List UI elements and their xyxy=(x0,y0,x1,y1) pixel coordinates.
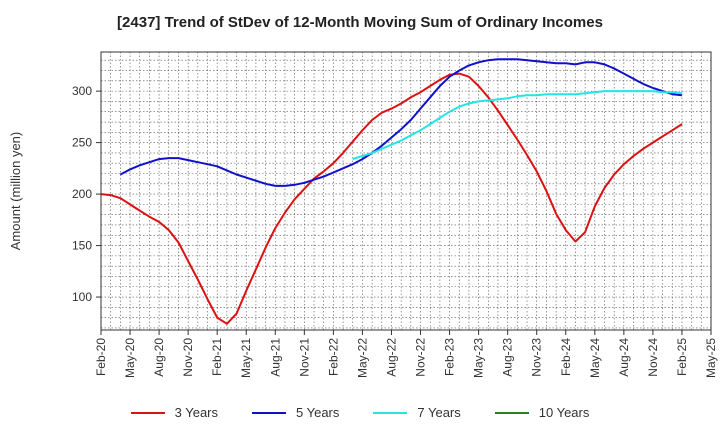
x-axis: Feb-20 May-20 Aug-20 Nov-20 Feb-21 May-21 Aug-… xyxy=(94,330,718,378)
x-tick-label: Aug-24 xyxy=(617,338,631,377)
y-axis-label: Amount (million yen) xyxy=(8,132,23,251)
x-tick-label: Feb-24 xyxy=(559,338,573,376)
x-tick-label: Feb-22 xyxy=(326,338,340,376)
legend: 3 Years 5 Years 7 Years 10 Years xyxy=(0,405,720,420)
x-tick-label: Nov-22 xyxy=(414,338,428,377)
legend-item: 10 Years xyxy=(494,405,590,420)
y-tick-label: 100 xyxy=(72,290,92,304)
y-tick-label: 300 xyxy=(72,84,92,98)
legend-label: 5 Years xyxy=(296,405,340,420)
plot-frame xyxy=(100,51,712,331)
x-tick-label: Feb-25 xyxy=(675,338,689,376)
x-tick-label: Feb-23 xyxy=(443,338,457,376)
x-tick-label: Aug-20 xyxy=(152,338,166,377)
x-tick-label: Aug-22 xyxy=(384,338,398,377)
x-tick-label: Aug-21 xyxy=(268,338,282,377)
legend-label: 10 Years xyxy=(538,405,590,420)
x-tick-label: May-20 xyxy=(123,338,137,378)
y-tick-label: 200 xyxy=(72,187,92,201)
legend-swatch xyxy=(252,411,286,414)
x-tick-label: May-23 xyxy=(472,338,486,378)
x-tick-label: May-25 xyxy=(704,338,718,378)
y-axis: 100 150 200 250 300 xyxy=(72,84,101,304)
legend-item: 3 Years xyxy=(130,405,218,420)
y-tick-label: 250 xyxy=(72,136,92,150)
legend-swatch xyxy=(494,411,529,414)
y-tick-label: 150 xyxy=(72,239,92,253)
legend-label: 3 Years xyxy=(174,405,218,420)
legend-swatch xyxy=(373,411,408,414)
x-tick-label: May-22 xyxy=(355,338,369,378)
x-tick-label: May-24 xyxy=(588,338,602,378)
legend-item: 5 Years xyxy=(252,405,339,420)
legend-item: 7 Years xyxy=(373,405,461,420)
x-tick-label: Aug-23 xyxy=(501,338,515,377)
series-layer xyxy=(100,58,683,325)
x-tick-label: Nov-21 xyxy=(297,338,311,377)
x-tick-label: Feb-21 xyxy=(210,338,224,376)
legend-swatch xyxy=(130,411,165,414)
grid xyxy=(101,52,711,330)
x-tick-label: Nov-20 xyxy=(181,338,195,377)
series-line-7-years xyxy=(352,90,683,161)
x-tick-label: May-21 xyxy=(239,338,253,378)
chart-title: [2437] Trend of StDev of 12-Month Moving… xyxy=(117,14,603,31)
x-tick-label: Nov-23 xyxy=(530,338,544,377)
series-line-5-years xyxy=(119,58,683,187)
x-tick-label: Nov-24 xyxy=(646,338,660,377)
plot-background xyxy=(101,52,711,330)
series-line-3-years xyxy=(100,72,683,325)
x-tick-label: Feb-20 xyxy=(94,338,108,376)
legend-label: 7 Years xyxy=(417,405,461,420)
